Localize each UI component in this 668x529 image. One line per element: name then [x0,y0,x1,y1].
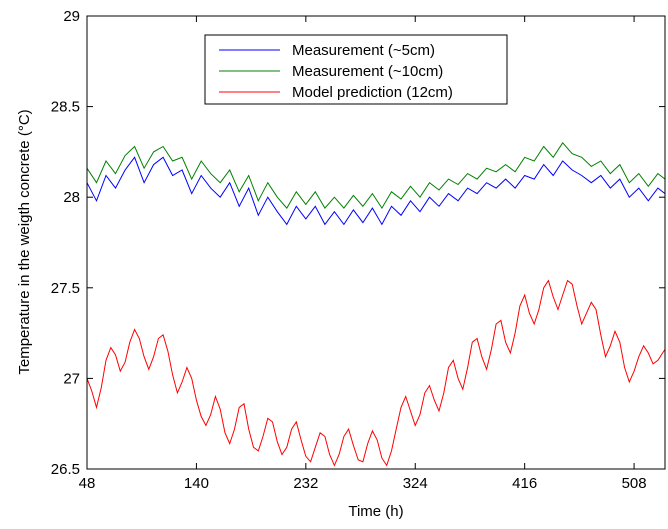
y-tick-label: 27.5 [51,280,80,297]
legend-label-series-2: Measurement (~10cm) [292,63,443,80]
series-line-2 [86,141,666,210]
ticks-layer: 48 140 232 324 416 508 26.5 27 27.5 28 28.5 29 [51,8,665,492]
series-layer [86,141,666,467]
x-tick-label: 48 [79,475,96,492]
x-tick-label: 232 [293,475,318,492]
y-tick-label: 28 [63,189,80,206]
plot-frame [86,15,666,470]
x-tick-label: 324 [403,475,428,492]
x-tick-label: 416 [512,475,537,492]
legend: Measurement (~5cm) Measurement (~10cm) M… [204,34,508,105]
x-tick-label: 508 [622,475,647,492]
y-tick-label: 26.5 [51,461,80,478]
legend-label-series-1: Measurement (~5cm) [292,42,435,59]
x-tick-label: 140 [184,475,209,492]
y-tick-label: 27 [63,370,80,387]
y-tick-label: 29 [63,8,80,25]
series-line-1 [86,156,666,226]
y-axis-title: Temperature in the weigth concrete (°C) [16,109,33,374]
y-tick-label: 28.5 [51,99,80,116]
x-axis-title: Time (h) [348,503,403,520]
series-line-3 [86,279,666,467]
legend-label-series-3: Model prediction (12cm) [292,84,453,101]
